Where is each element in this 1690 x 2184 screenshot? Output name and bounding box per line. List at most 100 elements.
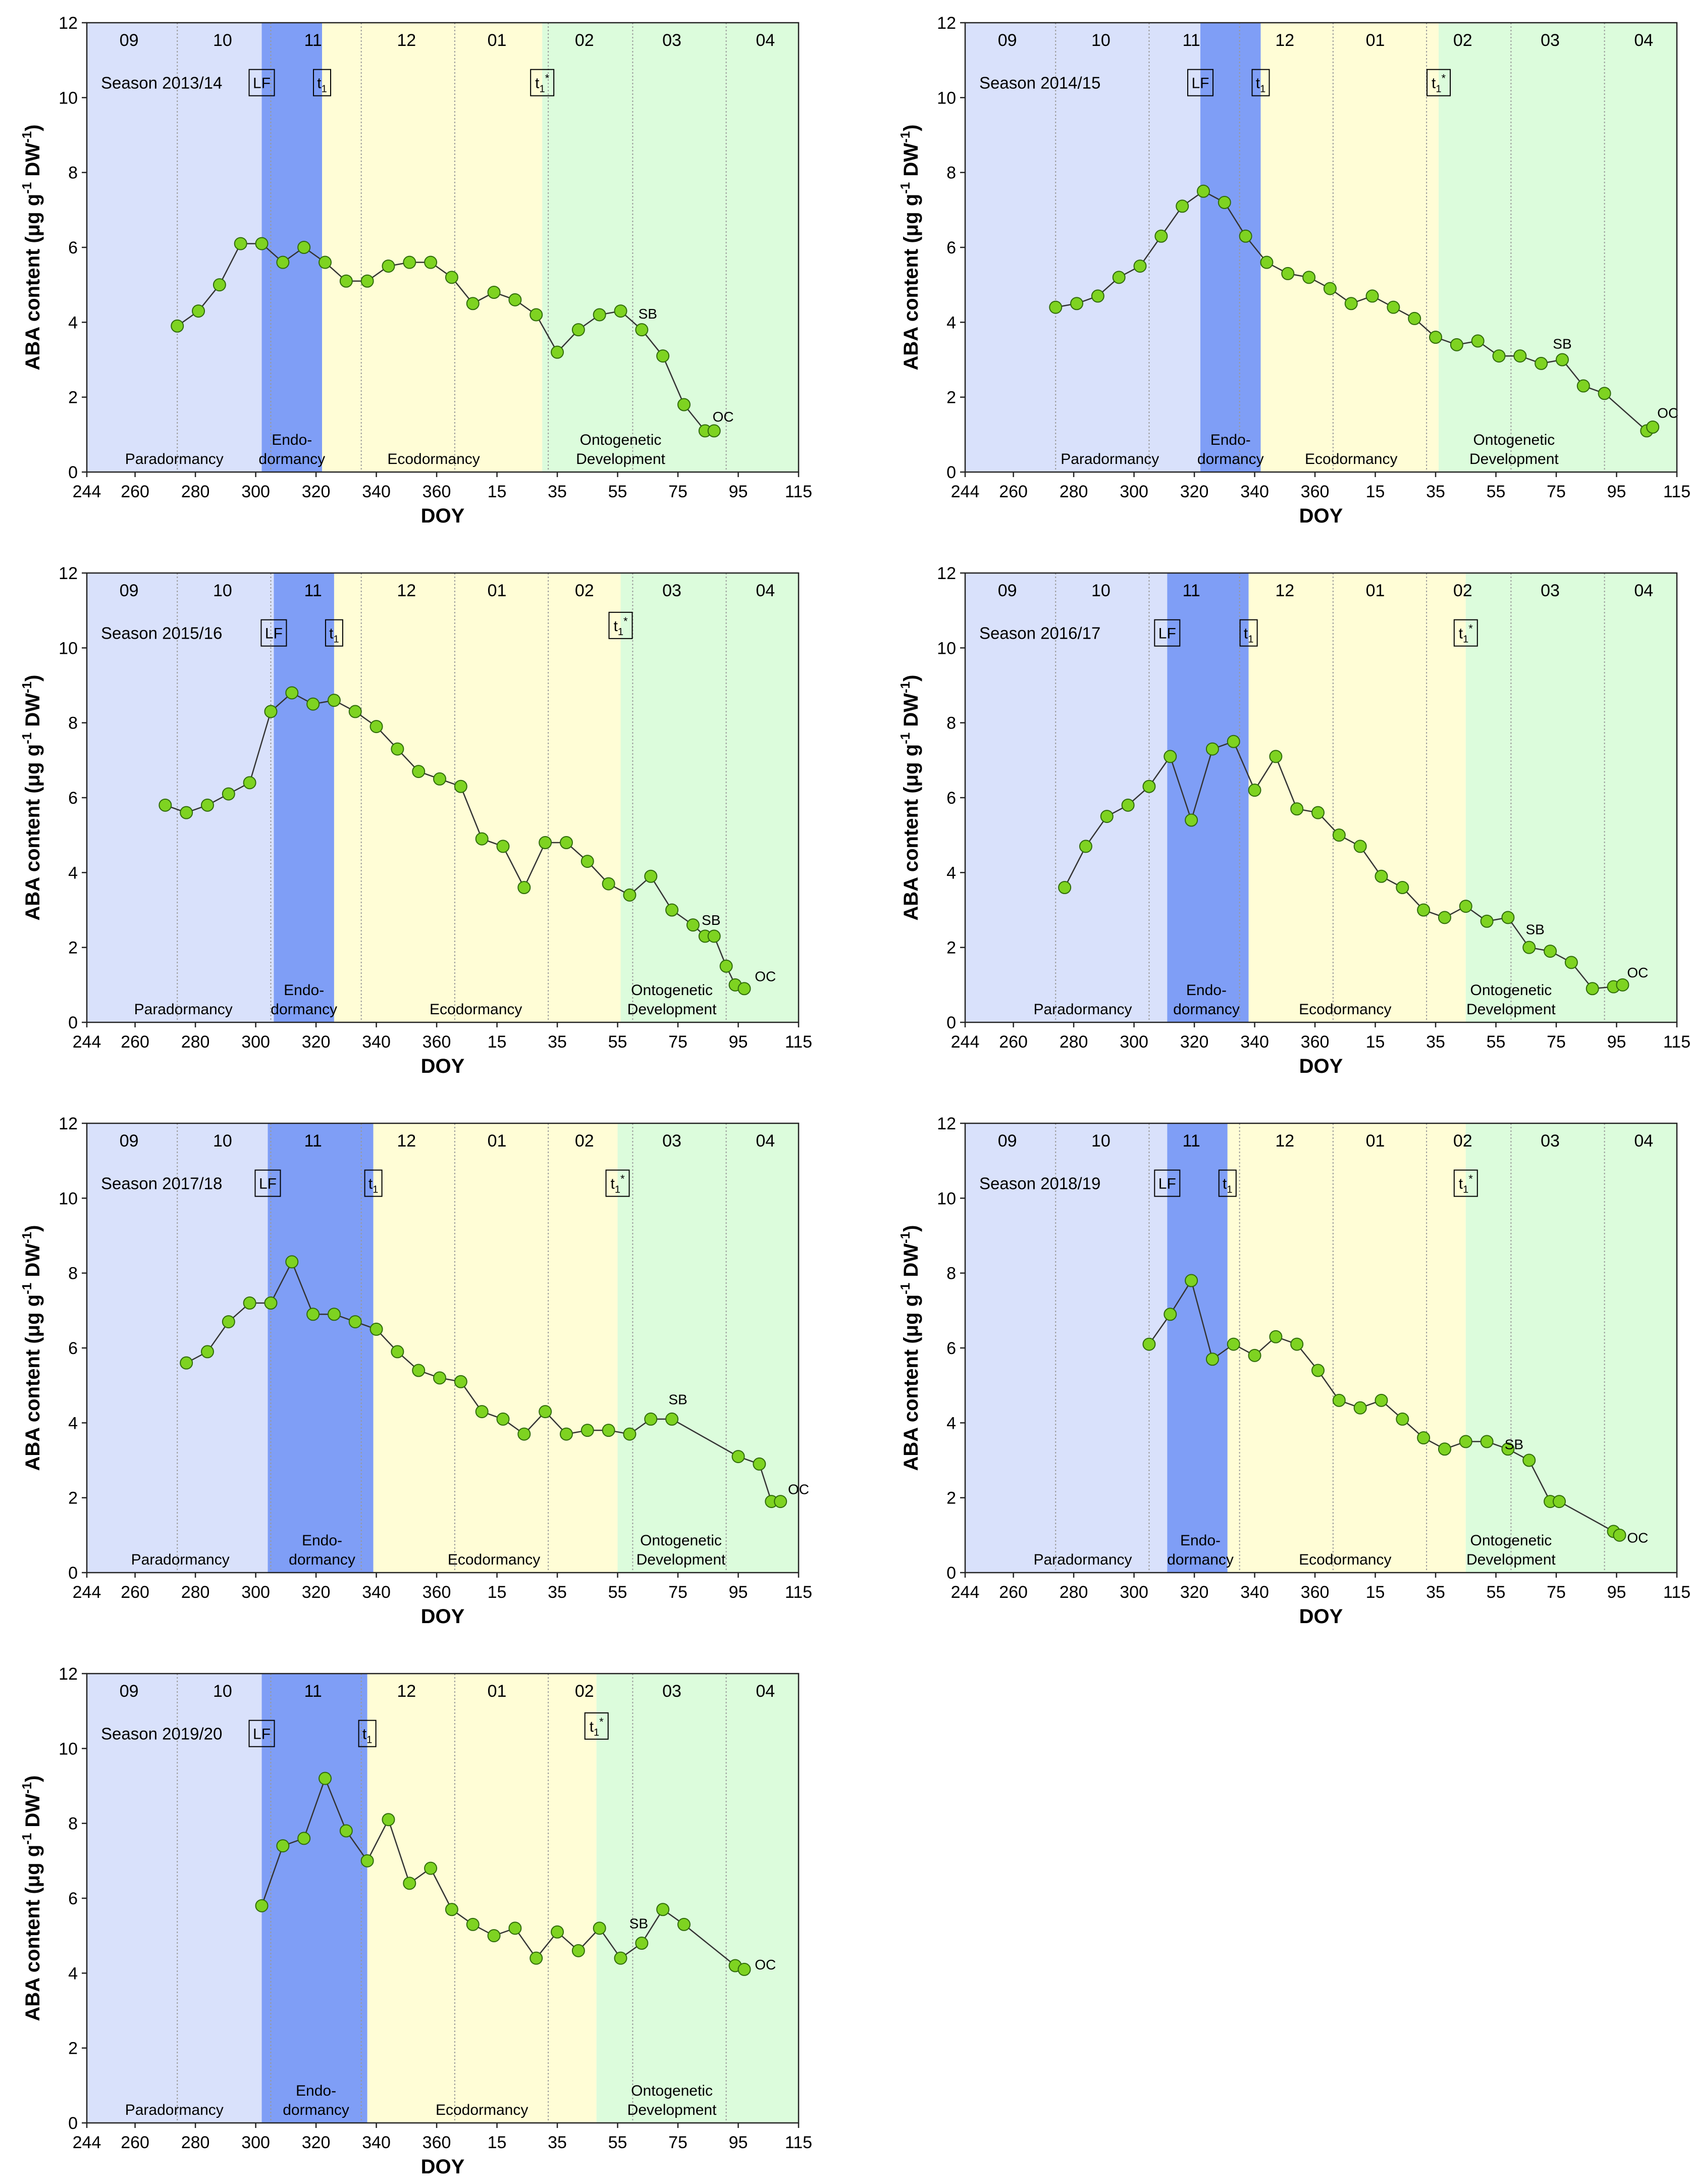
- y-tick-label: 0: [68, 463, 78, 482]
- annotation-oc: OC: [1627, 965, 1648, 980]
- x-tick-label: 360: [1301, 1032, 1330, 1052]
- phase-label-endodormancy: Endo-: [272, 432, 312, 448]
- marker-box: [1453, 1169, 1478, 1197]
- phase-band-ontogenetic: [1439, 23, 1677, 472]
- data-point: [1375, 869, 1388, 883]
- data-point: [1049, 300, 1063, 314]
- y-tick-label: 8: [946, 1264, 956, 1283]
- data-point: [1535, 356, 1548, 370]
- data-point: [1290, 802, 1304, 816]
- data-point: [1459, 1435, 1472, 1448]
- annotation-sb: SB: [629, 1915, 648, 1931]
- month-label: 02: [575, 1131, 594, 1151]
- annotation-sb: SB: [1553, 336, 1571, 351]
- phase-label-ontogenetic: Development: [627, 2102, 717, 2118]
- data-point: [382, 1813, 395, 1827]
- x-axis-title: DOY: [421, 1605, 465, 1628]
- data-point: [339, 1824, 353, 1838]
- data-point: [285, 1255, 299, 1269]
- x-tick-label: 244: [73, 1032, 101, 1052]
- y-tick-label: 0: [946, 1564, 956, 1583]
- y-tick-label: 12: [59, 14, 78, 33]
- y-tick-label: 12: [59, 1665, 78, 1684]
- x-tick-label: 340: [1240, 482, 1269, 501]
- data-point: [348, 705, 362, 718]
- data-point: [580, 855, 594, 868]
- data-point: [774, 1495, 787, 1509]
- x-tick-label: 75: [668, 482, 688, 501]
- x-tick-label: 244: [951, 1583, 980, 1602]
- x-tick-label: 35: [548, 482, 567, 501]
- phase-label-ecodormancy: Ecodormancy: [430, 1001, 522, 1018]
- x-tick-label: 300: [241, 1032, 270, 1052]
- phase-band-endodormancy: [274, 573, 334, 1022]
- phase-band-paradormancy: [87, 23, 262, 472]
- x-tick-label: 320: [1180, 1032, 1209, 1052]
- x-tick-label: 15: [488, 1583, 507, 1602]
- phase-band-endodormancy: [1167, 1123, 1228, 1573]
- x-tick-label: 300: [241, 482, 270, 501]
- month-label: 04: [1634, 581, 1653, 600]
- phase-label-endodormancy: dormancy: [283, 2102, 349, 2118]
- data-point: [1459, 900, 1472, 913]
- data-point: [496, 1412, 510, 1426]
- y-tick-label: 10: [937, 1189, 956, 1208]
- month-label: 01: [488, 31, 507, 50]
- season-title: Season 2018/19: [979, 1174, 1100, 1193]
- month-label: 11: [1182, 581, 1200, 600]
- y-tick-label: 12: [59, 1114, 78, 1133]
- data-point: [391, 742, 404, 756]
- x-tick-label: 55: [608, 1583, 627, 1602]
- x-tick-label: 320: [302, 2133, 331, 2152]
- phase-band-endodormancy: [261, 23, 323, 472]
- data-point: [424, 255, 438, 269]
- data-point: [276, 1839, 290, 1853]
- month-label: 03: [662, 1131, 681, 1151]
- x-tick-label: 55: [608, 1032, 627, 1052]
- x-tick-label: 340: [1240, 1583, 1269, 1602]
- phase-label-ecodormancy: Ecodormancy: [436, 2102, 528, 2118]
- data-point: [159, 798, 172, 812]
- data-point: [644, 1412, 658, 1426]
- data-point: [424, 1861, 438, 1875]
- marker-box: [260, 619, 287, 647]
- y-axis-title: ABA content (μg g-1 DW-1): [19, 125, 44, 371]
- data-point: [1248, 784, 1261, 797]
- annotation-sb: SB: [639, 306, 657, 322]
- x-tick-label: 280: [181, 2133, 210, 2152]
- annotation-sb: SB: [702, 912, 720, 928]
- y-tick-label: 12: [937, 564, 956, 583]
- phase-label-endodormancy: Endo-: [1186, 982, 1227, 999]
- data-point: [360, 274, 374, 288]
- marker-label: LF: [259, 1176, 277, 1192]
- x-tick-label: 75: [668, 1032, 688, 1052]
- season-title: Season 2016/17: [979, 624, 1100, 643]
- phase-band-paradormancy: [965, 1123, 1168, 1573]
- data-point: [1142, 1337, 1156, 1351]
- month-label: 03: [662, 1682, 681, 1701]
- data-point: [1227, 1337, 1240, 1351]
- season-title: Season 2015/16: [101, 624, 222, 643]
- marker-label: LF: [1158, 626, 1176, 642]
- data-point: [1154, 229, 1168, 243]
- data-point: [1100, 810, 1114, 823]
- x-tick-label: 95: [729, 2133, 748, 2152]
- phase-label-endodormancy: Endo-: [302, 1532, 342, 1549]
- data-point: [1311, 1364, 1325, 1377]
- phase-label-endodormancy: dormancy: [1197, 451, 1264, 467]
- marker-box: [584, 1712, 609, 1740]
- x-tick-label: 95: [1607, 1583, 1626, 1602]
- x-tick-label: 260: [999, 482, 1028, 501]
- marker-box: [1218, 1169, 1237, 1197]
- month-label: 10: [213, 1682, 232, 1701]
- marker-box: [1427, 69, 1451, 96]
- y-tick-label: 10: [937, 88, 956, 108]
- x-tick-label: 320: [302, 1032, 331, 1052]
- month-label: 12: [1275, 1131, 1294, 1151]
- x-tick-label: 55: [1487, 482, 1506, 501]
- phase-band-ecodormancy: [1260, 23, 1439, 472]
- y-tick-label: 6: [946, 789, 956, 808]
- data-point: [339, 274, 353, 288]
- chart-panel-6: 09 10 11 12 01 02 03 04ParadormancyEndo-dormanc…: [897, 1114, 1690, 1628]
- chart-panel-2: 09 10 11 12 01 02 03 04ParadormancyEndo-dormanc…: [897, 14, 1690, 527]
